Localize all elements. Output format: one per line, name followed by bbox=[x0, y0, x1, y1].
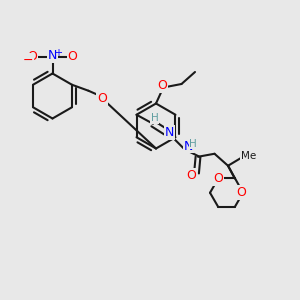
Text: H: H bbox=[151, 113, 159, 123]
Text: N: N bbox=[184, 140, 194, 153]
Text: O: O bbox=[97, 92, 107, 105]
Text: O: O bbox=[157, 79, 167, 92]
Text: O: O bbox=[68, 50, 77, 64]
Text: O: O bbox=[213, 172, 223, 185]
Text: O: O bbox=[237, 186, 247, 199]
Text: −: − bbox=[23, 53, 34, 67]
Text: Me: Me bbox=[241, 151, 256, 161]
Text: N: N bbox=[165, 126, 174, 139]
Text: +: + bbox=[54, 48, 61, 58]
Text: O: O bbox=[186, 169, 196, 182]
Text: O: O bbox=[28, 50, 37, 64]
Text: H: H bbox=[189, 139, 197, 149]
Text: N: N bbox=[48, 49, 57, 62]
